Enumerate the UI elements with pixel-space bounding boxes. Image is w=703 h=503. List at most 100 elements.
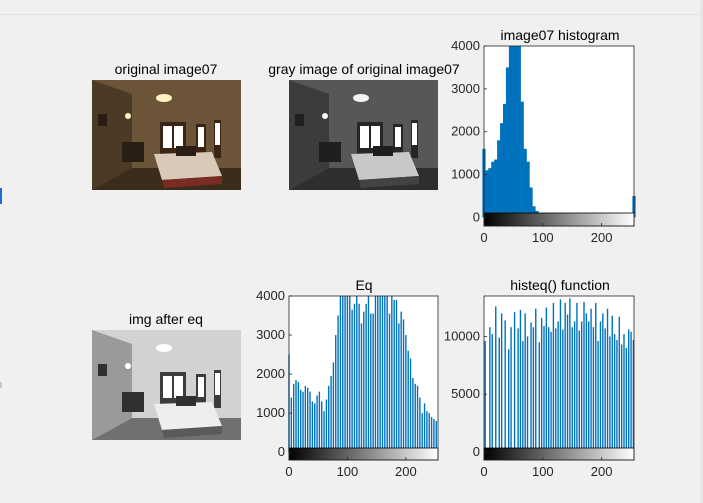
- histogram-bar: [391, 296, 393, 453]
- histogram-bar: [569, 298, 571, 452]
- histogram-bar: [611, 315, 613, 452]
- histogram-bar: [365, 303, 367, 453]
- histogram-bar: [433, 419, 435, 453]
- histogram-bar: [595, 302, 597, 452]
- histogram-bar: [505, 67, 510, 218]
- histogram-bar: [409, 358, 412, 453]
- histogram-bar: [514, 46, 518, 218]
- histogram-bar: [625, 347, 628, 452]
- histogram-bar: [402, 319, 405, 453]
- histogram-bar: [628, 329, 630, 452]
- histogram-bar: [500, 313, 503, 452]
- chart-title-histogram: image07 histogram: [500, 27, 620, 43]
- histogram-bar: [517, 46, 521, 218]
- histogram-bar: [367, 296, 370, 453]
- histogram-bar: [335, 335, 337, 453]
- histogram-bar: [573, 321, 576, 452]
- y-tick-label: 5000: [451, 386, 480, 401]
- histogram-bar: [550, 331, 552, 452]
- y-tick-label: 3000: [256, 327, 285, 342]
- histogram-bar: [545, 307, 548, 452]
- histogram-bar: [421, 413, 423, 453]
- histogram-bar: [548, 327, 550, 452]
- histogram-bar: [346, 296, 349, 453]
- x-tick-label: 200: [591, 230, 613, 245]
- chart-title-eq: Eq: [355, 277, 373, 293]
- histogram-bar: [372, 313, 374, 453]
- histogram-bar: [513, 312, 516, 452]
- x-tick-label: 200: [395, 464, 417, 479]
- histogram-bar: [559, 299, 562, 452]
- y-tick-label: 0: [473, 209, 480, 224]
- histogram-bar: [495, 306, 497, 452]
- histogram-bar: [604, 328, 606, 452]
- histogram-bar: [344, 296, 346, 453]
- histogram-bar: [623, 334, 625, 452]
- histogram-bar: [316, 395, 318, 453]
- histogram-bar: [321, 401, 323, 453]
- histogram-bar: [510, 327, 512, 452]
- histogram-bar: [535, 308, 537, 452]
- histogram-bar: [356, 296, 358, 453]
- histogram-bar: [532, 327, 535, 452]
- x-tick-label: 0: [480, 464, 487, 479]
- histogram-bar: [435, 420, 437, 453]
- gray-image: [289, 80, 438, 190]
- histogram-bar: [484, 341, 486, 452]
- axes-box: [288, 295, 439, 461]
- x-tick-label: 100: [337, 464, 359, 479]
- histogram-bar: [609, 336, 611, 452]
- histogram-bar: [538, 342, 540, 452]
- histogram-bar: [502, 103, 507, 218]
- histogram-bar: [522, 341, 524, 452]
- histogram-bar: [292, 383, 295, 453]
- histogram-bar: [616, 339, 618, 452]
- equalized-image: [92, 330, 241, 440]
- histogram-bar: [489, 327, 491, 452]
- y-tick-label: 2000: [451, 124, 480, 139]
- histogram-bar: [386, 296, 388, 453]
- histogram-bar: [393, 299, 395, 453]
- histogram-bar: [377, 296, 379, 453]
- histogram-bar: [384, 296, 386, 453]
- panel-title-gray: gray image of original image07: [268, 61, 460, 77]
- histogram-bar: [360, 323, 363, 453]
- histogram-bar: [606, 308, 609, 452]
- colorbar-strip: [288, 447, 439, 461]
- histogram-bar: [412, 378, 414, 453]
- panel-title-equalized: img after eq: [129, 311, 203, 327]
- original-image: [92, 80, 241, 190]
- plot-area: [484, 296, 634, 460]
- histogram-bar: [571, 327, 573, 452]
- histogram-bar: [580, 321, 583, 452]
- y-tick-label: 1000: [451, 167, 480, 182]
- histogram-bar: [491, 334, 493, 452]
- histogram-bar: [578, 330, 580, 452]
- x-tick-label: 0: [480, 230, 487, 245]
- histogram-bar: [519, 309, 522, 452]
- histogram-bar: [530, 322, 532, 452]
- y-tick-label: 4000: [256, 288, 285, 303]
- histogram-bar: [342, 296, 344, 453]
- histogram-bar: [314, 403, 316, 453]
- histogram-bar: [363, 311, 365, 453]
- histogram-bar: [491, 161, 495, 218]
- histogram-bar: [323, 411, 325, 453]
- histogram-bar: [407, 350, 409, 453]
- y-tick-label: 3000: [451, 81, 480, 96]
- histogram-bar: [485, 170, 489, 218]
- histogram-bar: [555, 328, 557, 452]
- histogram-bar: [428, 413, 430, 453]
- histogram-bar: [430, 417, 433, 453]
- histogram-chart-2: 0 100 200 0 5000 10000: [444, 295, 635, 479]
- histogram-bar: [508, 349, 510, 452]
- histogram-bar: [529, 187, 533, 218]
- window-right-edge: [700, 0, 703, 503]
- histogram-bar: [566, 314, 569, 452]
- histogram-bar: [523, 148, 527, 218]
- histogram-bar: [540, 317, 543, 452]
